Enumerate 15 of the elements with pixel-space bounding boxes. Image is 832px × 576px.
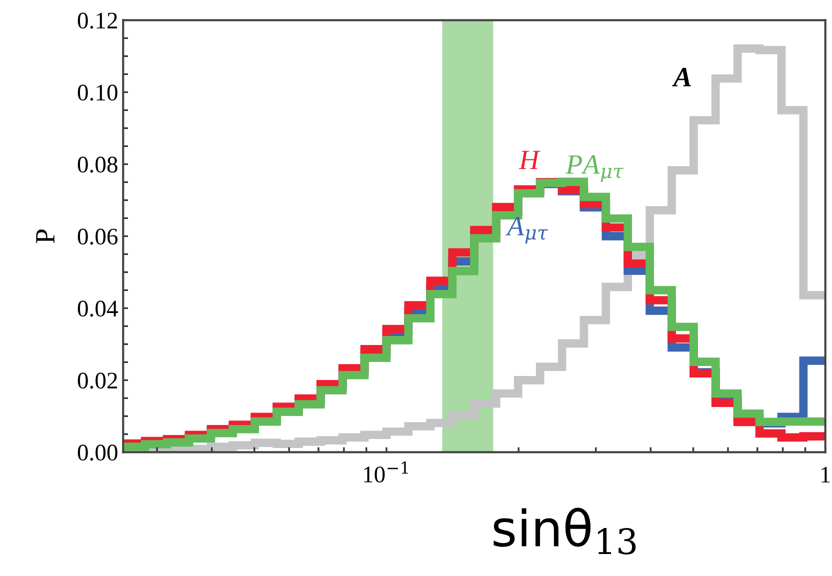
y-tick-label: 0.00 <box>78 444 118 461</box>
y-tick-label: 0.06 <box>78 228 118 245</box>
y-tick-label: 0.12 <box>78 12 117 29</box>
y-axis-title: P <box>36 230 54 244</box>
y-tick-label: 0.04 <box>78 300 118 317</box>
series-label: A$_{μτ}$ <box>506 216 548 244</box>
y-tick-label: 0.02 <box>78 372 117 389</box>
series-label: H <box>518 150 540 170</box>
series-label: A <box>672 68 691 86</box>
x-tick-label: 10$^{−1}$ <box>364 461 408 482</box>
x-tick-label: 1 <box>822 466 830 482</box>
y-tick-label: 0.10 <box>78 84 118 101</box>
series-label: PA$_{μτ}$ <box>566 155 624 182</box>
x-axis-title: sinθ$_{13}$ <box>494 508 636 554</box>
y-tick-label: 0.08 <box>78 156 118 173</box>
